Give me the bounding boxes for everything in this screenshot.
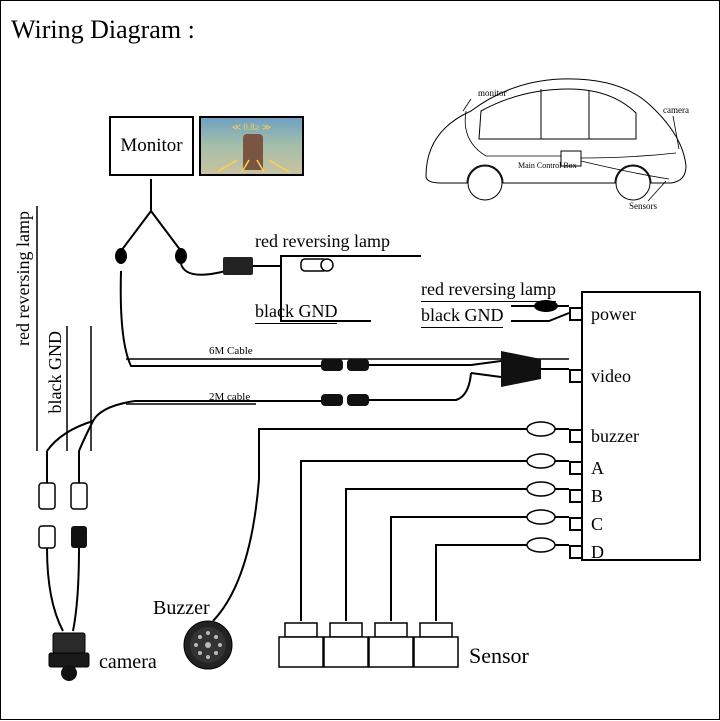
port-label: C — [591, 514, 603, 535]
label-camera: camera — [99, 651, 157, 674]
label-red-reversing-2: red reversing lamp — [421, 279, 556, 302]
svg-text:camera: camera — [663, 105, 689, 115]
port-label: D — [591, 542, 604, 563]
port-label: video — [591, 366, 631, 387]
port-label: buzzer — [591, 426, 639, 447]
svg-text:monitor: monitor — [478, 88, 507, 98]
page-title: Wiring Diagram : — [11, 15, 195, 45]
port-b: B — [569, 483, 699, 509]
label-black-gnd-1: black GND — [255, 301, 337, 324]
port-label: B — [591, 486, 603, 507]
label-black-gnd-2: black GND — [421, 305, 503, 328]
label-vert-gnd: black GND — [45, 331, 66, 413]
port-video: video — [569, 363, 699, 389]
port-icon — [569, 545, 583, 559]
port-label: power — [591, 304, 636, 325]
monitor-preview: ≪ 0.8≥ ≫ — [199, 116, 304, 176]
monitor-label: Monitor — [120, 135, 182, 157]
port-icon — [569, 429, 583, 443]
port-buzzer: buzzer — [569, 423, 699, 449]
car-illustration: monitor camera Main Control Box Sensors — [411, 61, 701, 216]
svg-text:Sensors: Sensors — [629, 201, 657, 211]
label-6m-cable: 6M Cable — [209, 345, 253, 357]
port-a: A — [569, 455, 699, 481]
port-power: power — [569, 301, 699, 327]
port-icon — [569, 461, 583, 475]
control-box: power video buzzer A B C D — [581, 291, 701, 561]
label-sensor: Sensor — [469, 643, 529, 669]
label-buzzer: Buzzer — [153, 597, 210, 620]
port-icon — [569, 489, 583, 503]
port-c: C — [569, 511, 699, 537]
port-icon — [569, 517, 583, 531]
monitor-box: Monitor — [109, 116, 194, 176]
label-2m-cable: 2M cable — [209, 391, 250, 403]
label-red-reversing-1: red reversing lamp — [255, 231, 390, 252]
svg-text:Main Control Box: Main Control Box — [518, 161, 577, 170]
port-icon — [569, 369, 583, 383]
label-vert-red: red reversing lamp — [13, 211, 34, 346]
port-label: A — [591, 458, 604, 479]
port-d: D — [569, 539, 699, 565]
port-icon — [569, 307, 583, 321]
